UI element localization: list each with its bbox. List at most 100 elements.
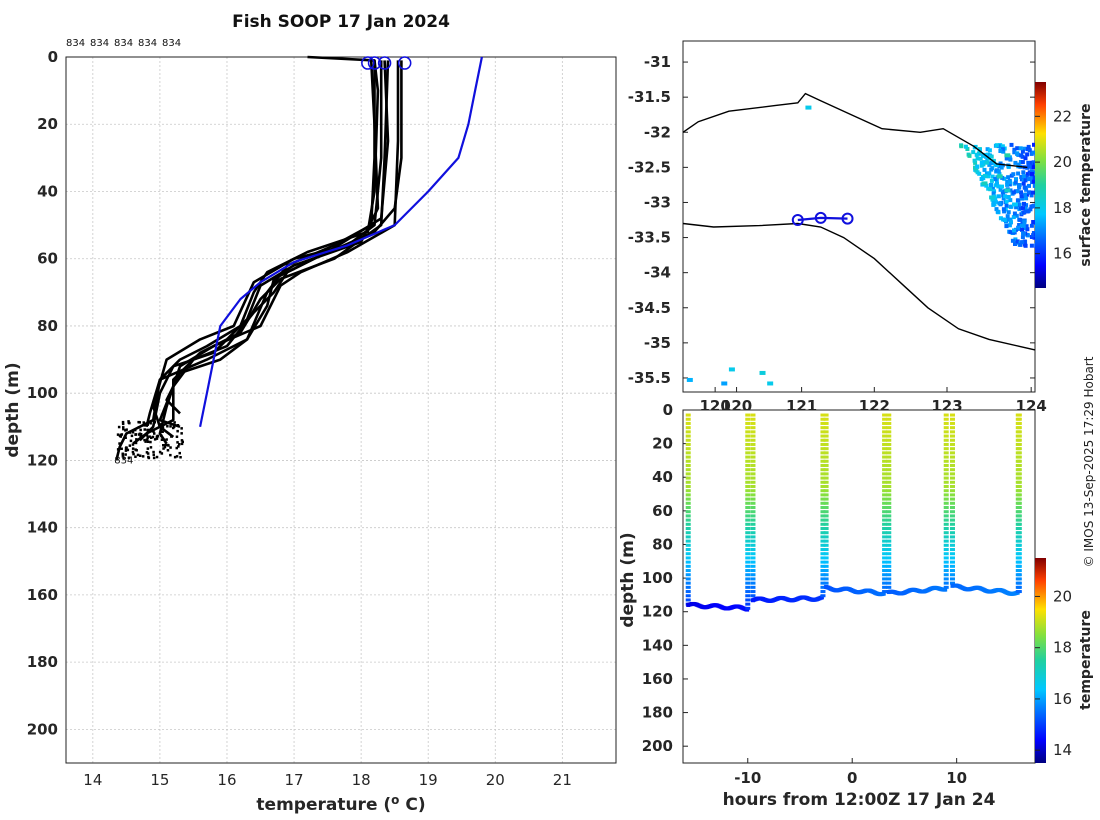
ts-point <box>820 501 826 505</box>
ts-point <box>943 421 949 425</box>
surface-temp-colorbar-label: surface temperature <box>1078 103 1094 266</box>
ts-point <box>750 438 756 442</box>
sst-cell <box>975 156 980 161</box>
sst-cell <box>1001 207 1006 212</box>
ts-point <box>685 413 691 417</box>
sst-cell <box>965 147 970 151</box>
sst-cell <box>982 167 987 172</box>
sst-cell <box>1013 160 1018 165</box>
sst-cell <box>1022 220 1027 225</box>
ts-point <box>745 476 751 480</box>
ts-point <box>886 505 892 509</box>
bottom-noise-mark <box>130 434 134 438</box>
sst-cell <box>728 367 735 372</box>
bottom-noise-mark <box>161 430 164 433</box>
ts-point <box>882 455 888 459</box>
y-tick-label: 160 <box>27 586 58 604</box>
bottom-noise-mark <box>121 420 125 424</box>
ts-point <box>949 413 955 417</box>
ts-point <box>745 514 751 518</box>
bottom-noise-mark <box>121 454 125 457</box>
ts-point <box>943 493 949 497</box>
ts-point <box>886 455 892 459</box>
ts-point <box>685 497 691 501</box>
ts-point <box>685 598 691 602</box>
bottom-noise-mark <box>166 425 169 428</box>
ts-point <box>882 501 888 505</box>
bottom-noise-mark <box>173 455 177 459</box>
bottom-noise-mark <box>158 423 161 426</box>
sst-cell <box>1029 169 1034 174</box>
ts-point <box>882 518 888 522</box>
sst-cell <box>990 174 995 179</box>
sst-cell <box>1031 179 1036 184</box>
sst-cell <box>1023 206 1028 211</box>
bottom-noise-mark <box>176 441 179 444</box>
bottom-noise-mark <box>155 437 159 440</box>
sst-cell <box>1024 203 1029 208</box>
ts-point <box>750 531 756 535</box>
ts-point <box>745 598 751 602</box>
x-tick-label: 16 <box>217 771 236 789</box>
sst-cell <box>1023 156 1028 161</box>
sst-cell <box>993 199 998 204</box>
ts-point <box>943 417 949 421</box>
ts-y-tick-label: 100 <box>642 569 673 587</box>
sst-cell <box>1012 230 1017 235</box>
sst-cell <box>1007 223 1012 228</box>
sst-cell <box>1017 185 1022 190</box>
ts-point <box>820 493 826 497</box>
ts-point <box>745 539 751 543</box>
profile-id-label: 834 <box>162 38 181 49</box>
ts-point <box>943 585 949 589</box>
ts-point <box>820 552 826 556</box>
ts-point <box>882 472 888 476</box>
y-tick-label: 120 <box>27 451 58 469</box>
ts-point <box>1016 590 1022 594</box>
sst-cell <box>993 177 998 181</box>
ts-point <box>750 476 756 480</box>
bottom-noise-mark <box>125 446 128 449</box>
sst-cell <box>1020 196 1025 201</box>
sst-cell <box>995 209 1000 214</box>
ts-point <box>886 560 892 564</box>
sst-cell <box>805 105 812 110</box>
ts-x-tick-label: -10 <box>734 769 761 787</box>
ts-point <box>949 539 955 543</box>
ts-point <box>1016 438 1022 442</box>
ts-point <box>943 430 949 434</box>
profile-y-axis-label: depth (m) <box>3 362 23 457</box>
ts-point <box>943 413 949 417</box>
ts-point <box>882 548 888 552</box>
sst-cell <box>1015 146 1020 151</box>
ts-point <box>886 434 892 438</box>
sst-cell <box>983 154 988 159</box>
bottom-noise-mark <box>163 445 167 449</box>
bottom-noise-mark <box>146 436 149 439</box>
ts-point <box>823 505 829 509</box>
chart-title: Fish SOOP 17 Jan 2024 <box>232 12 450 32</box>
ts-point <box>949 468 955 472</box>
ts-point <box>823 581 829 585</box>
ts-point <box>745 590 751 594</box>
sst-cell <box>967 153 972 158</box>
ts-point <box>823 564 829 568</box>
sst-cell <box>1031 165 1036 170</box>
ts-point <box>1016 476 1022 480</box>
bottom-noise-mark <box>139 435 142 438</box>
ts-point <box>886 463 892 467</box>
ts-point <box>882 442 888 446</box>
ts-point <box>949 497 955 501</box>
ts-point <box>1016 535 1022 539</box>
bottom-noise-mark <box>124 429 127 432</box>
sst-cell <box>1019 194 1024 199</box>
ts-point <box>823 556 829 560</box>
ts-point <box>943 447 949 451</box>
map-y-tick-label: -33.5 <box>628 229 671 247</box>
ts-point <box>685 522 691 526</box>
ts-point <box>949 451 955 455</box>
sst-cell <box>1032 183 1037 188</box>
ts-point <box>882 417 888 421</box>
ts-point <box>943 581 949 585</box>
ts-point <box>820 484 826 488</box>
